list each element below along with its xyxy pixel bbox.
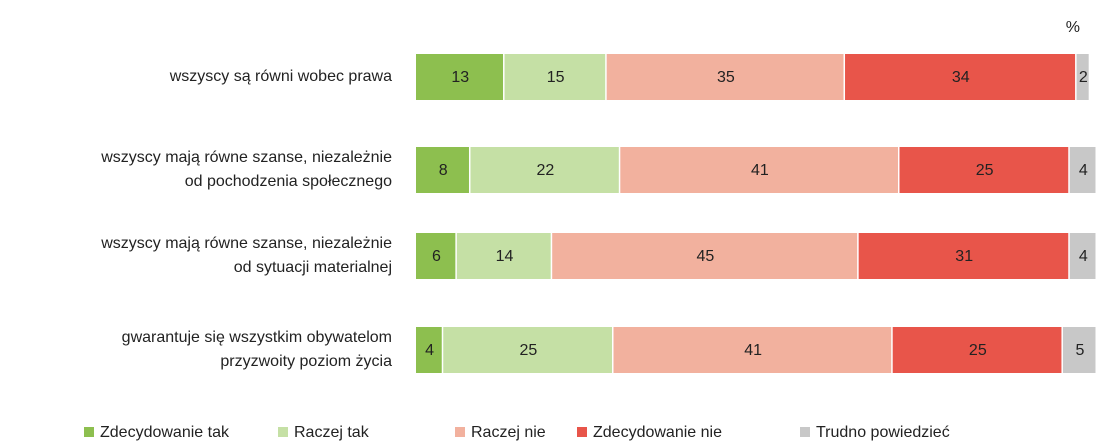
legend-swatch: [800, 427, 810, 437]
value-label: 14: [496, 248, 514, 265]
value-label: 45: [697, 248, 715, 265]
value-label: 8: [439, 162, 448, 179]
bar-segment: [416, 147, 469, 193]
value-label: 4: [425, 342, 434, 359]
bar-segment: [606, 54, 844, 100]
bar-segment: [504, 54, 606, 100]
bar-segment: [416, 327, 442, 373]
bar-segment: [845, 54, 1076, 100]
legend-swatch: [84, 427, 94, 437]
legend-label: Trudno powiedzieć: [816, 424, 950, 441]
bar-segment: [620, 147, 899, 193]
legend-swatch: [278, 427, 288, 437]
category-label: wszyscy mają równe szanse, niezależnie: [100, 149, 392, 166]
legend-swatch: [455, 427, 465, 437]
category-label: wszyscy są równi wobec prawa: [169, 68, 392, 85]
value-label: 25: [976, 162, 994, 179]
bar-segment: [1062, 327, 1096, 373]
value-label: 25: [969, 342, 987, 359]
value-label: 25: [519, 342, 537, 359]
bar-segment: [456, 233, 551, 279]
value-label: 34: [952, 69, 970, 86]
bar-segment: [1076, 54, 1089, 100]
bar-segment: [552, 233, 858, 279]
category-label: od sytuacji materialnej: [234, 259, 392, 276]
category-label: wszyscy mają równe szanse, niezależnie: [100, 235, 392, 252]
bar-segment: [416, 54, 504, 100]
bar-segment: [892, 327, 1062, 373]
unit-label: %: [1066, 19, 1080, 36]
value-label: 2: [1079, 69, 1088, 86]
value-label: 4: [1079, 162, 1088, 179]
legend-label: Raczej nie: [471, 424, 546, 441]
value-label: 22: [536, 162, 554, 179]
value-label: 13: [451, 69, 469, 86]
bar-segment: [470, 147, 619, 193]
category-label: przyzwoity poziom życia: [220, 353, 392, 370]
value-label: 5: [1076, 342, 1085, 359]
legend-label: Zdecydowanie tak: [100, 424, 230, 441]
category-label: od pochodzenia społecznego: [185, 173, 392, 190]
value-label: 6: [432, 248, 441, 265]
value-label: 41: [744, 342, 762, 359]
bar-segment: [416, 233, 456, 279]
bar-segment: [1069, 147, 1096, 193]
value-label: 35: [717, 69, 735, 86]
value-label: 41: [751, 162, 769, 179]
bar-segment: [443, 327, 612, 373]
category-label: gwarantuje się wszystkim obywatelom: [122, 329, 392, 346]
value-label: 31: [955, 248, 973, 265]
bar-segment: [899, 147, 1069, 193]
bar-segment: [858, 233, 1069, 279]
value-label: 15: [547, 69, 565, 86]
legend-label: Zdecydowanie nie: [593, 424, 722, 441]
value-label: 4: [1079, 248, 1088, 265]
legend-label: Raczej tak: [294, 424, 370, 441]
bar-segment: [613, 327, 892, 373]
legend-swatch: [577, 427, 587, 437]
bar-segment: [1069, 233, 1096, 279]
